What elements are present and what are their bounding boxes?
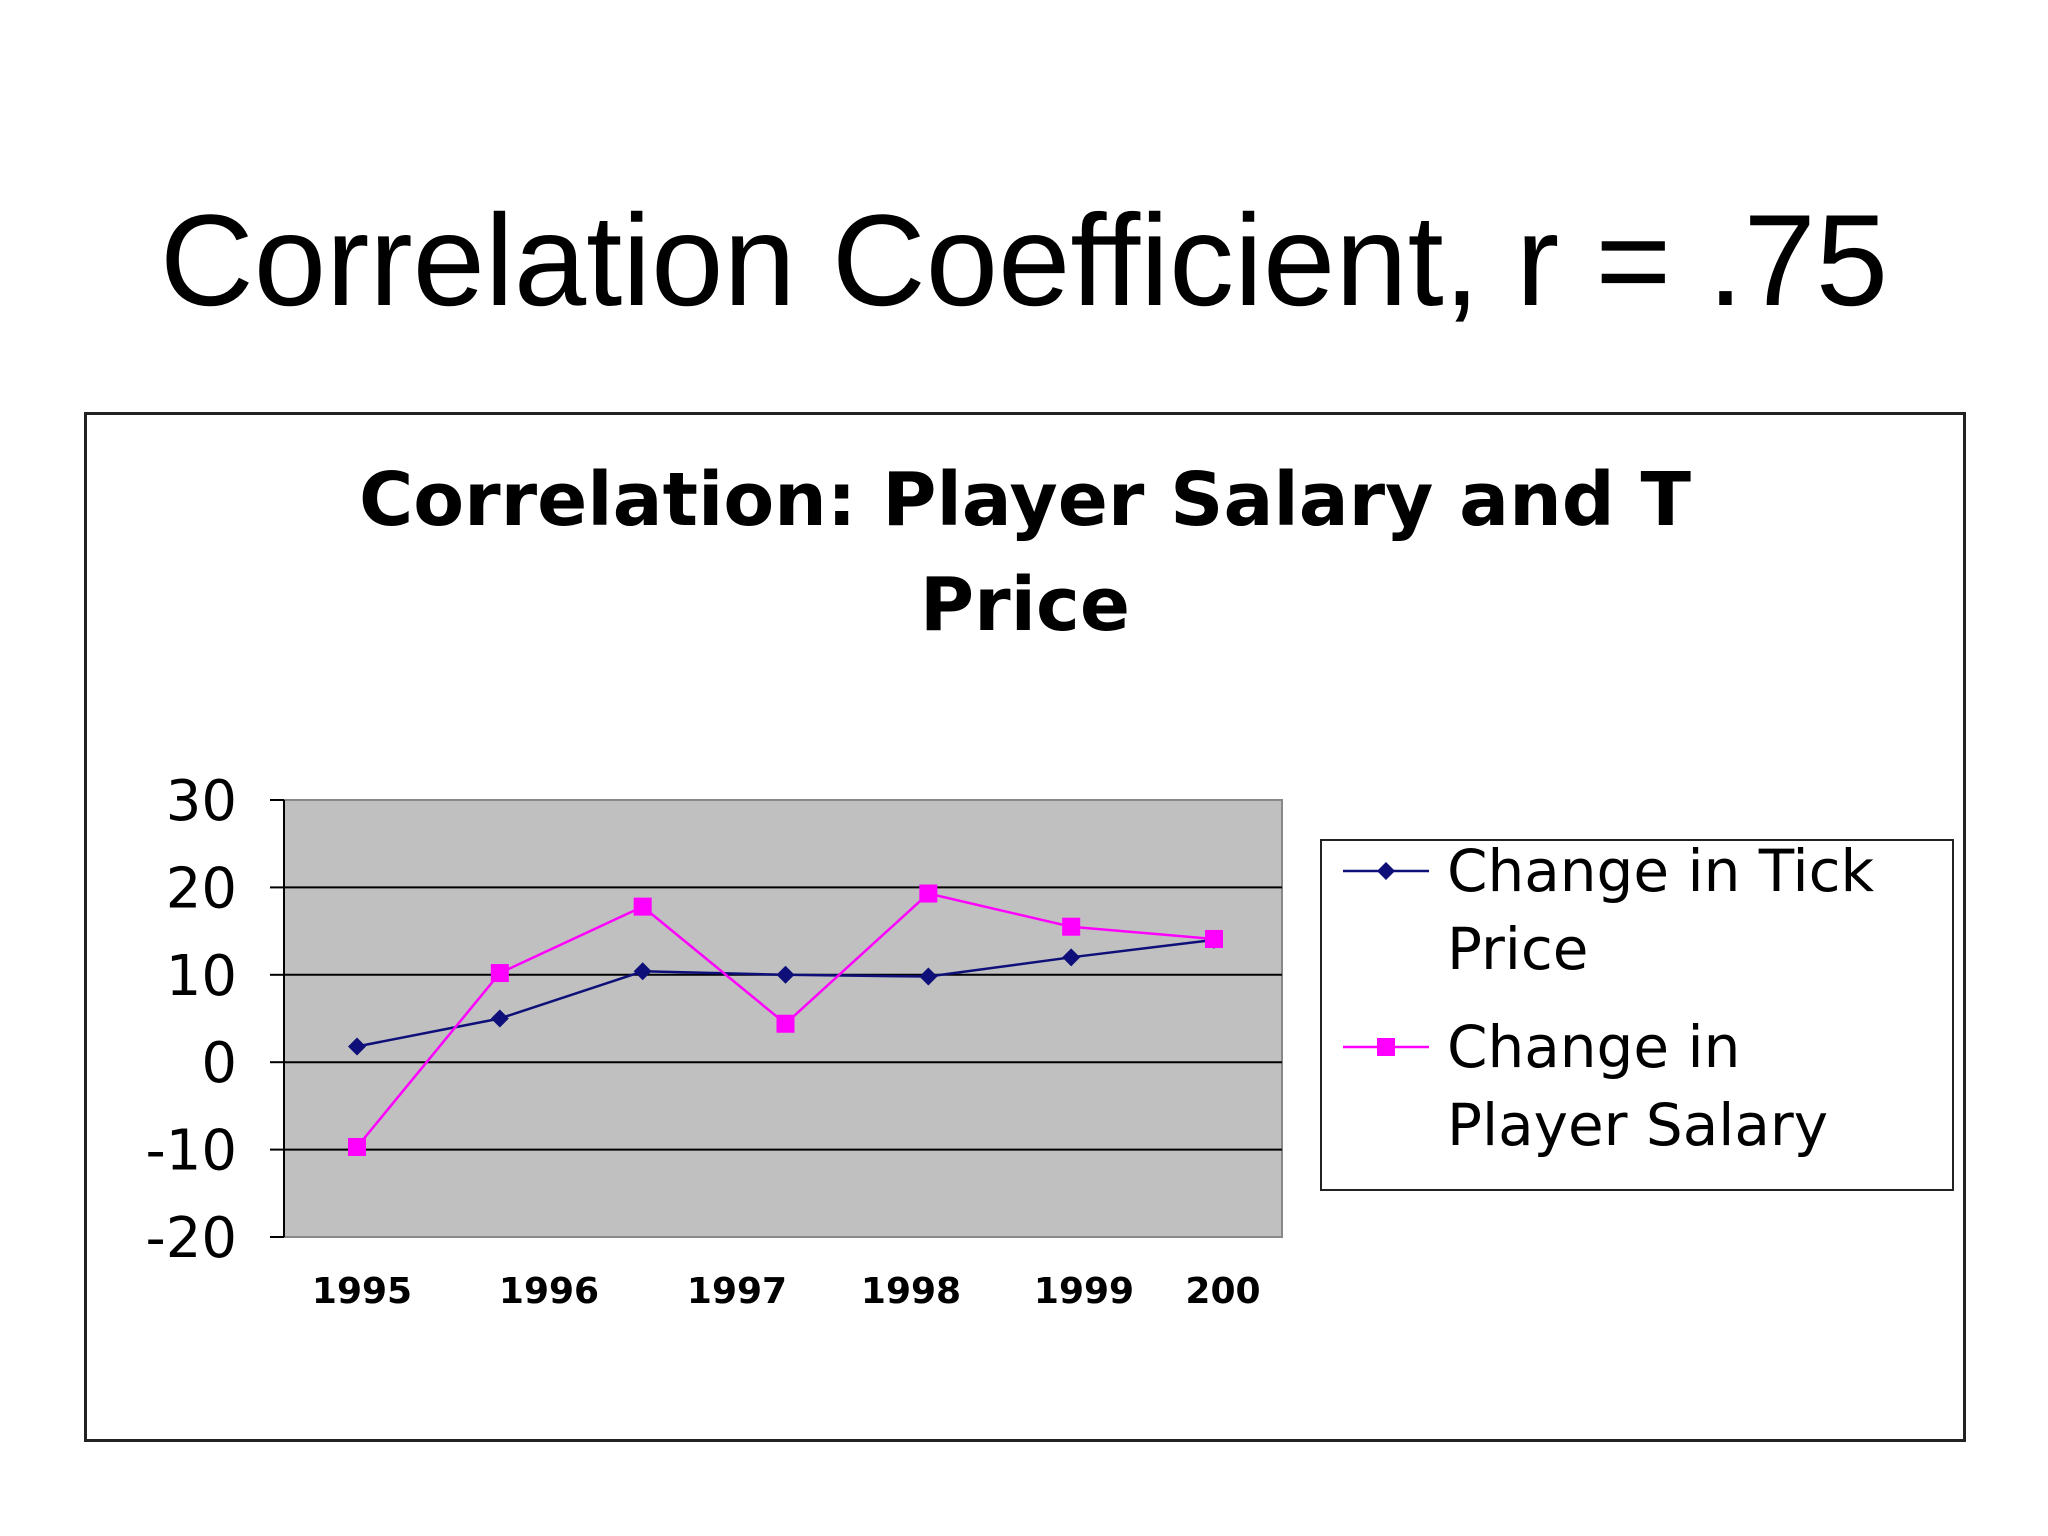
slide-title: Correlation Coefficient, r = .75 bbox=[159, 187, 1889, 333]
legend-label: Change in Tick bbox=[1447, 837, 1874, 905]
legend-label: Change in bbox=[1447, 1013, 1740, 1081]
data-point-2 bbox=[348, 1137, 366, 1156]
data-point-1 bbox=[633, 962, 652, 981]
data-point-2 bbox=[1062, 917, 1081, 936]
data-point-1 bbox=[490, 1009, 509, 1028]
x-tick-label: 1997 bbox=[687, 1271, 787, 1312]
legend-marker-2 bbox=[1377, 1038, 1395, 1056]
legend-box bbox=[1320, 839, 1954, 1191]
data-point-2 bbox=[919, 884, 938, 903]
y-axis: 30 20 10 0 -10 -20 bbox=[146, 769, 285, 1271]
legend-label: Price bbox=[1447, 915, 1589, 983]
chart-frame: Correlation: Player Salary and T Price 30… bbox=[84, 412, 1966, 1442]
chart-svg: Correlation: Player Salary and T Price 30… bbox=[146, 457, 1954, 1312]
chart-title: Correlation: Player Salary and T Price bbox=[359, 457, 1692, 648]
x-tick-label: 1998 bbox=[861, 1271, 961, 1312]
chart-title-line: Price bbox=[920, 562, 1130, 648]
data-point-2 bbox=[633, 897, 652, 916]
data-point-2 bbox=[1205, 929, 1223, 948]
y-tick-label: 0 bbox=[201, 1031, 237, 1096]
y-tick-label: 10 bbox=[166, 944, 237, 1009]
y-tick-label: -10 bbox=[146, 1119, 237, 1184]
x-tick-label: 1995 bbox=[312, 1271, 412, 1312]
legend-marker-1 bbox=[1377, 862, 1395, 880]
x-tick-label: 200 bbox=[1185, 1271, 1260, 1312]
x-axis: 1995 1996 1997 1998 1999 200 bbox=[312, 1271, 1261, 1312]
data-point-1 bbox=[919, 967, 938, 986]
legend-label: Player Salary bbox=[1447, 1091, 1828, 1159]
y-tick-label: -20 bbox=[146, 1206, 237, 1271]
y-tick-label: 20 bbox=[166, 856, 237, 921]
y-tick-label: 30 bbox=[166, 769, 237, 834]
x-tick-label: 1996 bbox=[499, 1271, 599, 1312]
x-tick-label: 1999 bbox=[1034, 1271, 1134, 1312]
chart-legend: Change in Tick Price Change in Player Salar… bbox=[1320, 837, 1954, 1191]
data-point-1 bbox=[348, 1037, 366, 1056]
data-point-2 bbox=[776, 1014, 795, 1033]
chart-title-line: Correlation: Player Salary and T bbox=[359, 457, 1692, 543]
series-layer bbox=[348, 884, 1223, 1156]
data-point-2 bbox=[490, 964, 509, 983]
data-point-1 bbox=[776, 965, 795, 984]
data-point-1 bbox=[1062, 948, 1081, 967]
